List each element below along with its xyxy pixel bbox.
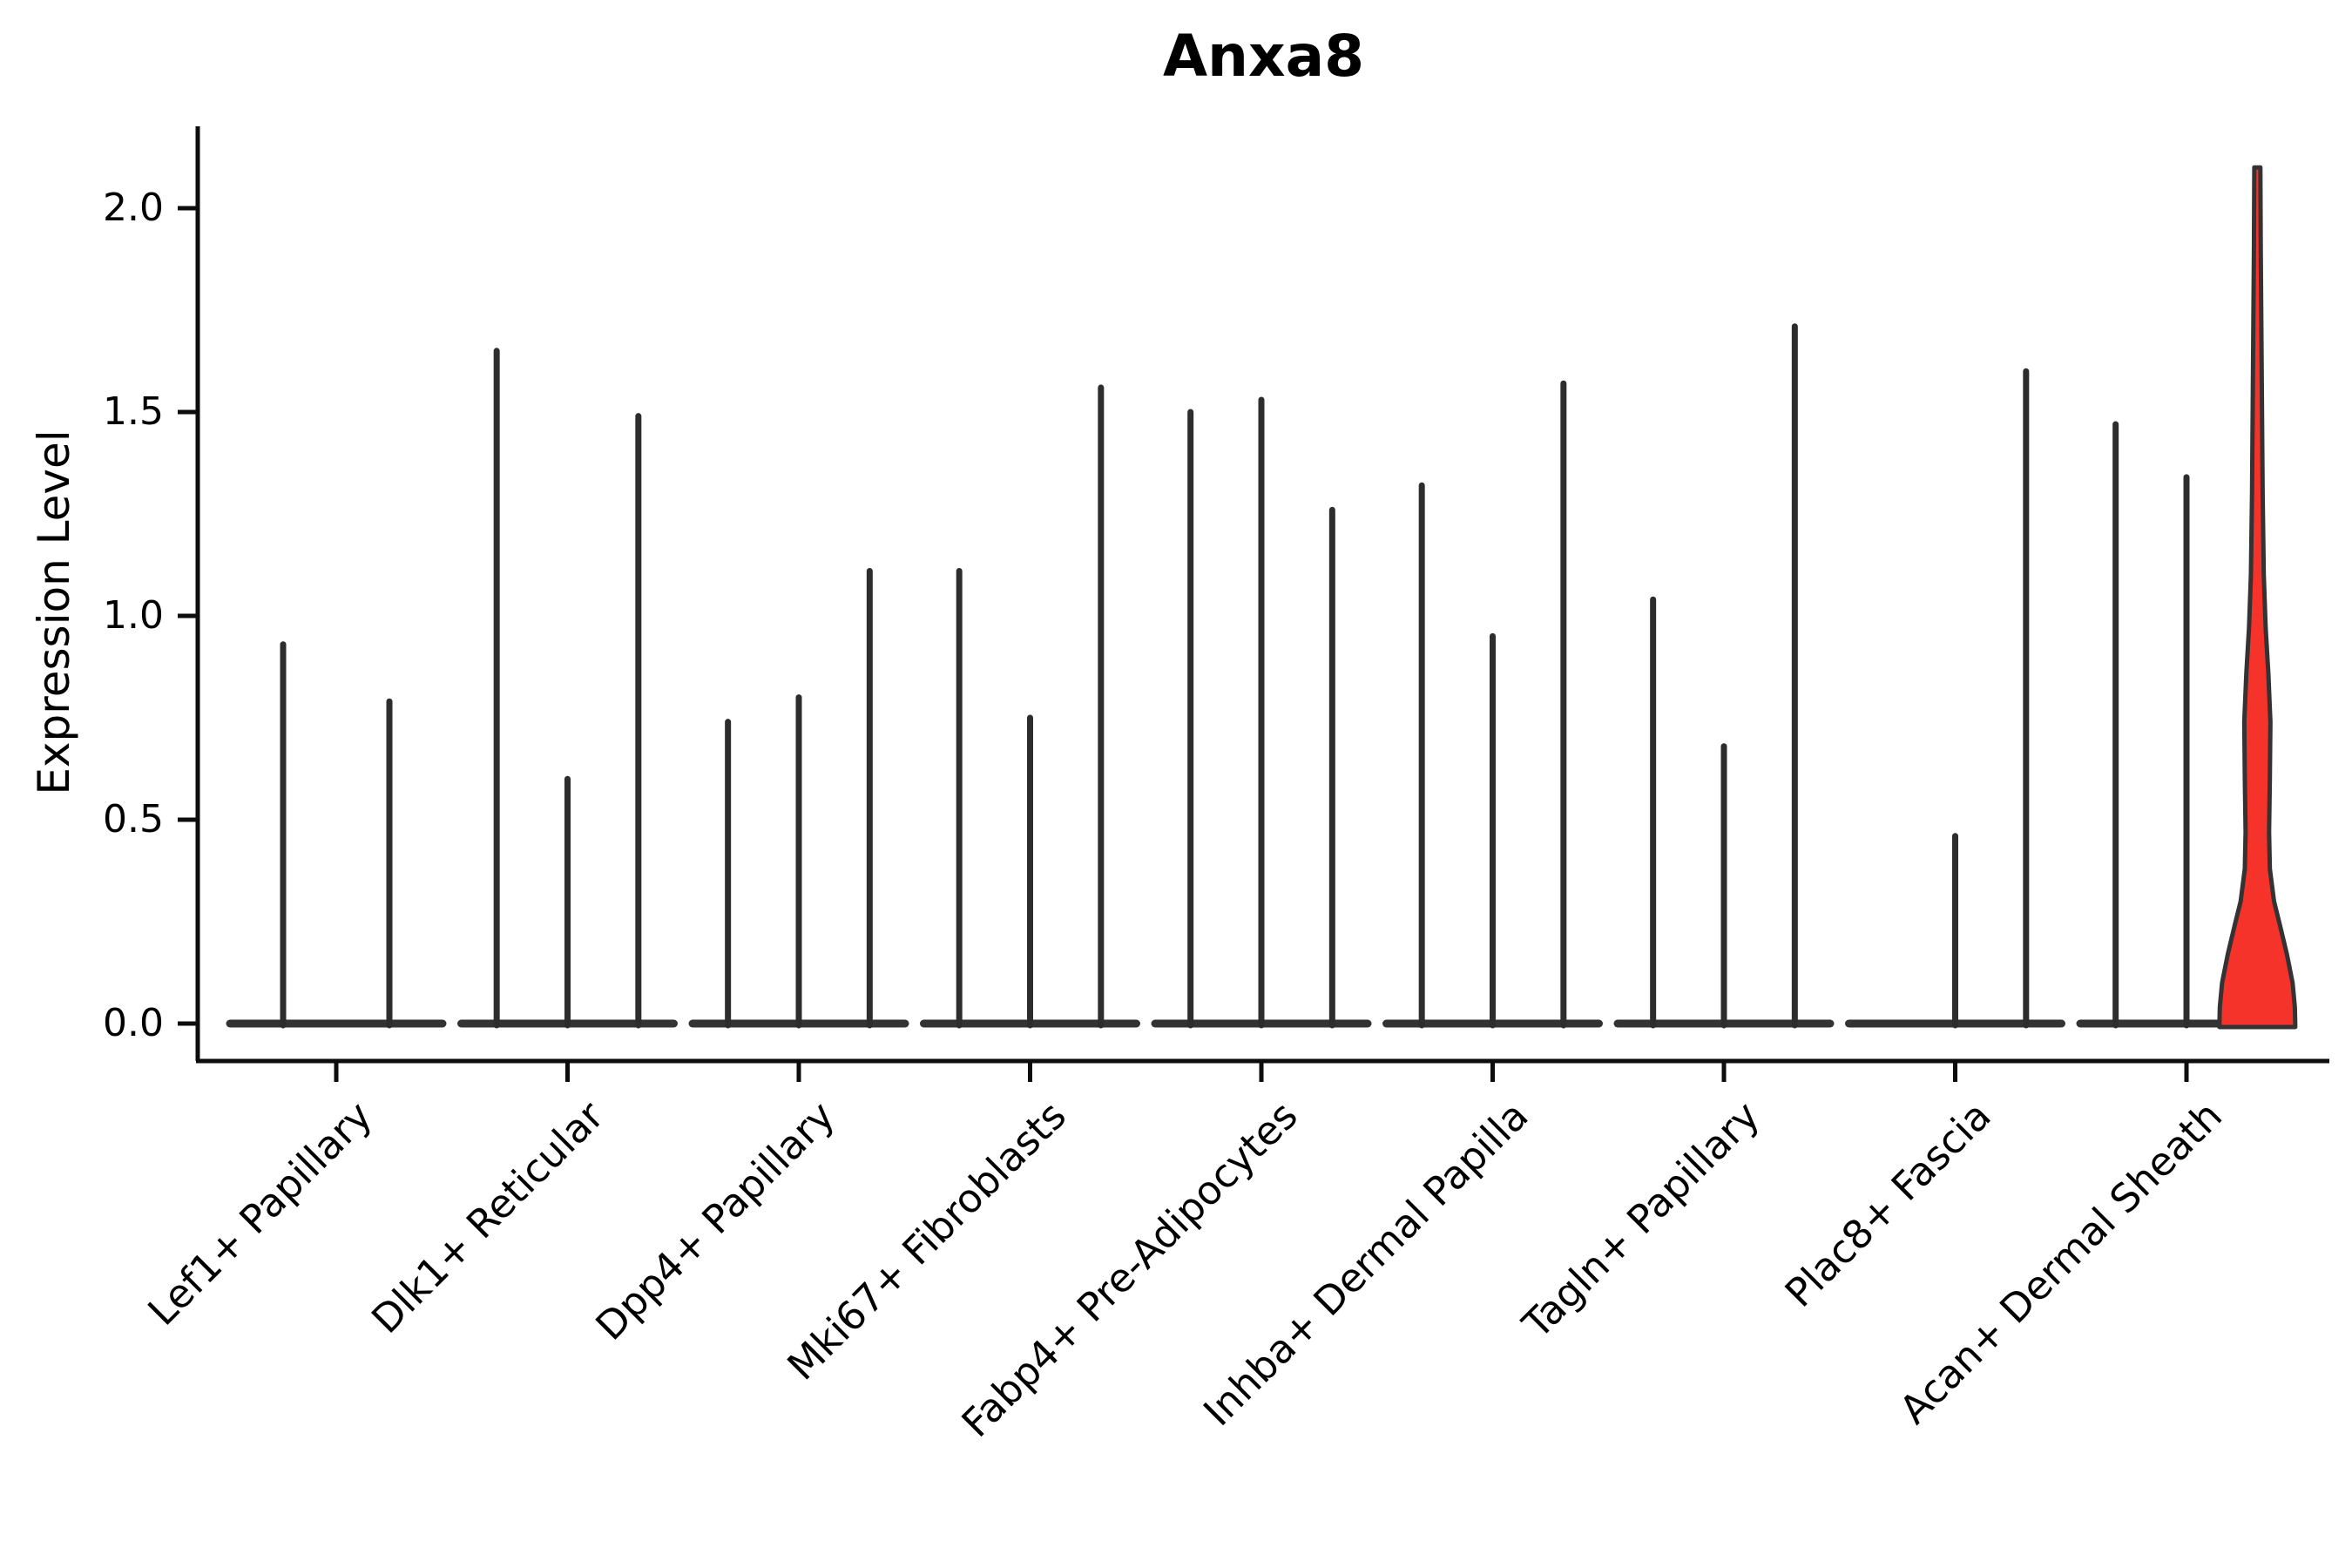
y-tick-label: 0.0 (103, 1001, 164, 1045)
y-tick-label: 1.5 (103, 389, 164, 434)
y-tick-label: 1.0 (103, 593, 164, 638)
y-tick-label: 0.5 (103, 797, 164, 841)
chart-title: Anxa8 (1162, 23, 1365, 90)
y-axis-label: Expression Level (29, 429, 79, 795)
jitter-dot (2183, 657, 2190, 664)
jitter-dot (2183, 874, 2190, 881)
y-tick-label: 2.0 (103, 186, 164, 230)
highlighted-violin (2217, 165, 2298, 1030)
jitter-dot (2183, 906, 2190, 913)
